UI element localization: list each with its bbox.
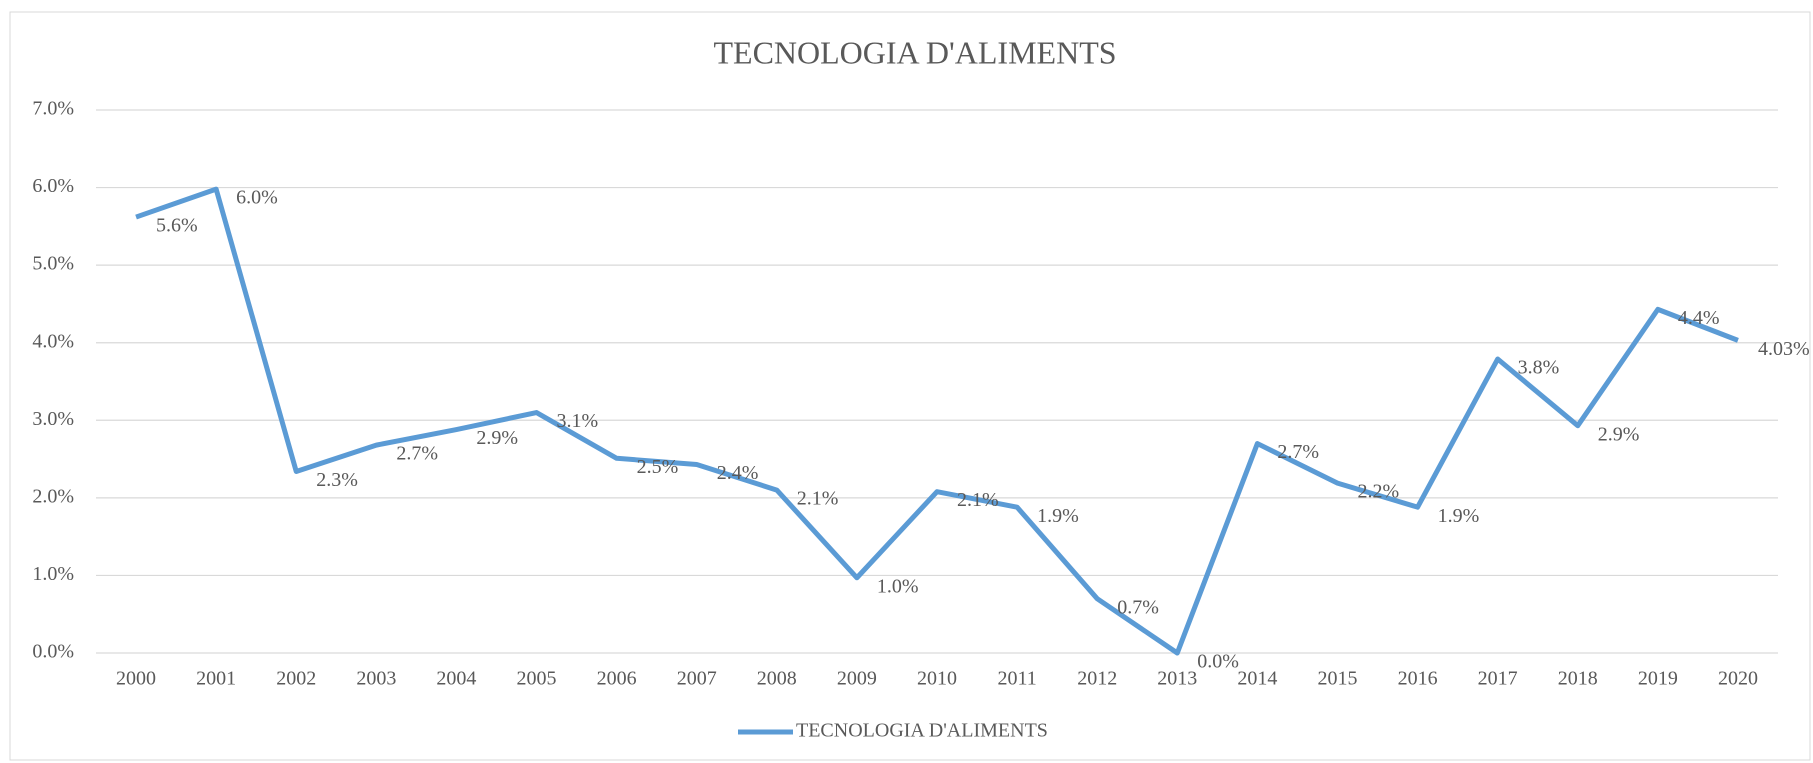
x-tick-label: 2017 — [1478, 668, 1518, 690]
data-label: 3.1% — [557, 410, 599, 432]
data-label: 2.7% — [396, 443, 438, 465]
x-tick-label: 2006 — [597, 668, 637, 690]
chart-border — [9, 11, 1811, 761]
data-label: 4.03% — [1758, 338, 1810, 360]
x-tick-label: 2002 — [276, 668, 316, 690]
data-label: 1.9% — [1037, 505, 1079, 527]
x-tick-label: 2018 — [1558, 668, 1598, 690]
x-tick-label: 2007 — [677, 668, 717, 690]
data-label: 1.9% — [1438, 505, 1480, 527]
data-label: 2.9% — [476, 427, 518, 449]
data-label: 2.1% — [957, 489, 999, 511]
x-tick-label: 2000 — [116, 668, 156, 690]
data-label: 2.2% — [1357, 481, 1399, 503]
x-tick-label: 2010 — [917, 668, 957, 690]
x-tick-label: 2001 — [196, 668, 236, 690]
y-tick-label: 7.0% — [32, 98, 74, 120]
data-label: 0.0% — [1197, 651, 1239, 673]
x-tick-label: 2019 — [1638, 668, 1678, 690]
data-label: 2.5% — [637, 456, 679, 478]
data-label: 1.0% — [877, 575, 919, 597]
series-line — [135, 186, 1739, 656]
x-tick-label: 2011 — [997, 668, 1036, 690]
y-tick-label: 6.0% — [32, 175, 74, 197]
legend-label: TECNOLOGIA D'ALIMENTS — [796, 720, 1048, 742]
y-tick-label: 3.0% — [32, 408, 74, 430]
x-tick-label: 2008 — [757, 668, 797, 690]
x-tick-label: 2015 — [1317, 668, 1357, 690]
y-tick-label: 2.0% — [32, 485, 74, 507]
y-tick-label: 4.0% — [32, 330, 74, 352]
data-label: 0.7% — [1117, 596, 1159, 618]
data-label: 4.4% — [1678, 307, 1720, 329]
x-tick-label: 2003 — [356, 668, 396, 690]
x-tick-label: 2004 — [436, 668, 476, 690]
data-label: 6.0% — [236, 187, 278, 209]
data-label: 5.6% — [156, 215, 198, 237]
data-label: 3.8% — [1518, 357, 1560, 379]
data-label: 2.3% — [316, 469, 358, 491]
x-tick-label: 2012 — [1077, 668, 1117, 690]
data-label: 2.9% — [1598, 423, 1640, 445]
data-label: 2.4% — [717, 462, 759, 484]
x-tick-label: 2016 — [1398, 668, 1438, 690]
y-tick-label: 5.0% — [32, 253, 74, 275]
x-tick-label: 2020 — [1718, 668, 1758, 690]
x-tick-label: 2009 — [837, 668, 877, 690]
x-tick-label: 2014 — [1237, 668, 1277, 690]
y-tick-label: 1.0% — [32, 563, 74, 585]
y-tick-label: 0.0% — [32, 641, 74, 663]
data-label: 2.1% — [797, 488, 839, 510]
data-label: 2.7% — [1277, 441, 1319, 463]
x-tick-label: 2005 — [517, 668, 557, 690]
x-tick-label: 2013 — [1157, 668, 1197, 690]
chart-title: TECNOLOGIA D'ALIMENTS — [713, 34, 1116, 70]
